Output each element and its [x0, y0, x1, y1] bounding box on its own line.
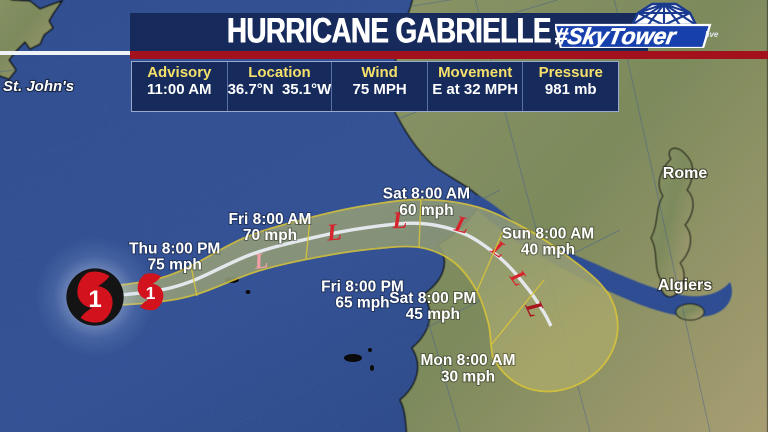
svg-text:Fri 8:00 AM: Fri 8:00 AM — [229, 211, 312, 228]
svg-text:Mon 8:00 AM: Mon 8:00 AM — [420, 352, 515, 369]
svg-text:L: L — [325, 219, 343, 246]
svg-text:65 mph: 65 mph — [335, 294, 389, 311]
svg-text:St. John's: St. John's — [3, 78, 74, 95]
svg-text:75 mph: 75 mph — [148, 257, 202, 274]
svg-text:70 mph: 70 mph — [243, 227, 297, 244]
svg-text:Sat 8:00 AM: Sat 8:00 AM — [383, 186, 470, 203]
svg-text:Rome: Rome — [663, 165, 708, 182]
svg-text:Algiers: Algiers — [658, 277, 712, 294]
svg-text:Sat 8:00 PM: Sat 8:00 PM — [389, 290, 476, 307]
svg-text:40 mph: 40 mph — [521, 241, 575, 258]
svg-text:Sun 8:00 AM: Sun 8:00 AM — [502, 225, 594, 242]
svg-text:60 mph: 60 mph — [399, 202, 453, 219]
svg-text:Thu 8:00 PM: Thu 8:00 PM — [129, 240, 220, 257]
svg-text:45 mph: 45 mph — [406, 306, 460, 323]
svg-text:30 mph: 30 mph — [441, 368, 495, 385]
